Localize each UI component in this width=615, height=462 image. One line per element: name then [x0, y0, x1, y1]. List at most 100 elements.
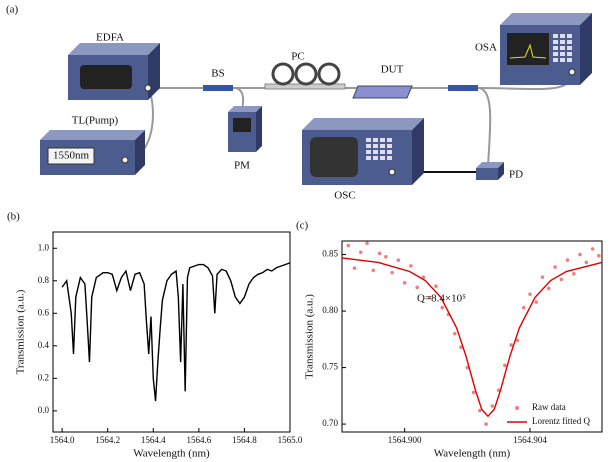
- port: [388, 168, 396, 176]
- data-point: [421, 275, 426, 279]
- device-top: [40, 130, 145, 140]
- data-point: [371, 268, 376, 273]
- screen: [80, 65, 132, 89]
- data-point: [490, 404, 495, 408]
- plot-frame: [341, 240, 603, 433]
- device-button: [553, 58, 558, 62]
- pc-loop: [271, 62, 295, 86]
- device-top: [476, 162, 504, 168]
- data-point: [578, 252, 582, 257]
- device-label: PD: [509, 169, 523, 181]
- data-point: [459, 345, 463, 350]
- data-line: [61, 262, 291, 402]
- data-point: [352, 266, 357, 270]
- y-tick-label: 0.0: [38, 405, 50, 415]
- device-button: [380, 156, 385, 160]
- device-label: OSA: [475, 42, 497, 54]
- data-point: [471, 390, 476, 395]
- y-tick-label: 0.75: [322, 362, 338, 372]
- device-side: [498, 162, 504, 180]
- data-line: [341, 257, 603, 418]
- port: [144, 84, 152, 92]
- data-point: [540, 275, 545, 279]
- device-button: [387, 150, 392, 154]
- screen: [47, 147, 95, 165]
- device-top: [228, 106, 262, 112]
- device-button: [560, 46, 565, 50]
- data-point: [509, 343, 513, 347]
- data-point: [365, 241, 369, 246]
- legend-label: Lorentz fitted Q: [532, 416, 590, 426]
- device-button: [380, 144, 385, 148]
- data-point: [528, 292, 532, 296]
- device-button: [387, 156, 392, 160]
- x-tick-label: 1564.900: [388, 435, 422, 445]
- device-label: BS: [211, 68, 224, 80]
- device-button: [553, 46, 558, 50]
- device-button: [387, 144, 392, 148]
- data-point: [534, 300, 539, 304]
- y-tick-label: 0.6: [38, 307, 50, 317]
- pc-loop: [317, 62, 341, 86]
- data-point: [415, 285, 419, 290]
- x-tick-label: 1564.904: [513, 435, 547, 445]
- device-button: [553, 34, 558, 38]
- data-point: [484, 422, 488, 426]
- data-point: [478, 408, 482, 413]
- device-side: [135, 130, 145, 175]
- device-button: [373, 144, 378, 148]
- device-button: [373, 138, 378, 142]
- x-axis-label: Wavelength (nm): [133, 448, 210, 460]
- plot-frame: [52, 231, 291, 433]
- device-button: [366, 150, 371, 154]
- port: [568, 68, 576, 76]
- data-point: [565, 258, 570, 263]
- x-tick-label: 1564.6: [186, 435, 211, 445]
- data-point: [390, 270, 394, 275]
- panel-label: (c): [296, 220, 309, 232]
- x-tick-label: 1564.0: [50, 435, 75, 445]
- device-button: [567, 52, 572, 56]
- data-point: [546, 286, 551, 291]
- data-point: [597, 253, 601, 258]
- data-point: [358, 250, 363, 255]
- device-front: [476, 168, 498, 180]
- data-point: [465, 365, 470, 370]
- device-button: [567, 58, 572, 62]
- x-axis-label: Wavelength (nm): [434, 448, 511, 460]
- data-point: [384, 255, 388, 259]
- y-tick-label: 0.2: [38, 372, 49, 382]
- y-tick-label: 0.4: [38, 340, 50, 350]
- device-button: [366, 156, 371, 160]
- y-axis-label: Transmission (a.u.): [15, 289, 27, 374]
- y-tick-label: 1.0: [38, 242, 50, 252]
- x-tick-label: 1564.2: [95, 435, 120, 445]
- data-point: [515, 338, 520, 343]
- device-button: [387, 138, 392, 142]
- data-point: [427, 295, 432, 300]
- x-tick-label: 1565.0: [278, 435, 303, 445]
- device-button: [567, 40, 572, 44]
- device-button: [560, 58, 565, 62]
- fiber: [477, 87, 492, 167]
- device-button: [553, 40, 558, 44]
- device-top: [68, 43, 160, 55]
- coupler: [448, 85, 478, 91]
- data-point: [409, 264, 413, 268]
- device-side: [580, 13, 592, 85]
- y-tick-label: 0.85: [322, 249, 338, 259]
- device-button: [380, 138, 385, 142]
- data-point: [434, 284, 438, 289]
- port: [121, 156, 129, 164]
- data-point: [452, 331, 457, 336]
- panel-label: (a): [6, 4, 19, 16]
- data-point: [559, 277, 564, 282]
- legend-label: Raw data: [532, 402, 566, 412]
- device-button: [560, 40, 565, 44]
- device-label: OSC: [334, 190, 355, 202]
- device-side: [148, 43, 160, 100]
- device-button: [380, 150, 385, 154]
- device-label: TL(Pump): [72, 115, 119, 127]
- data-point: [396, 258, 401, 263]
